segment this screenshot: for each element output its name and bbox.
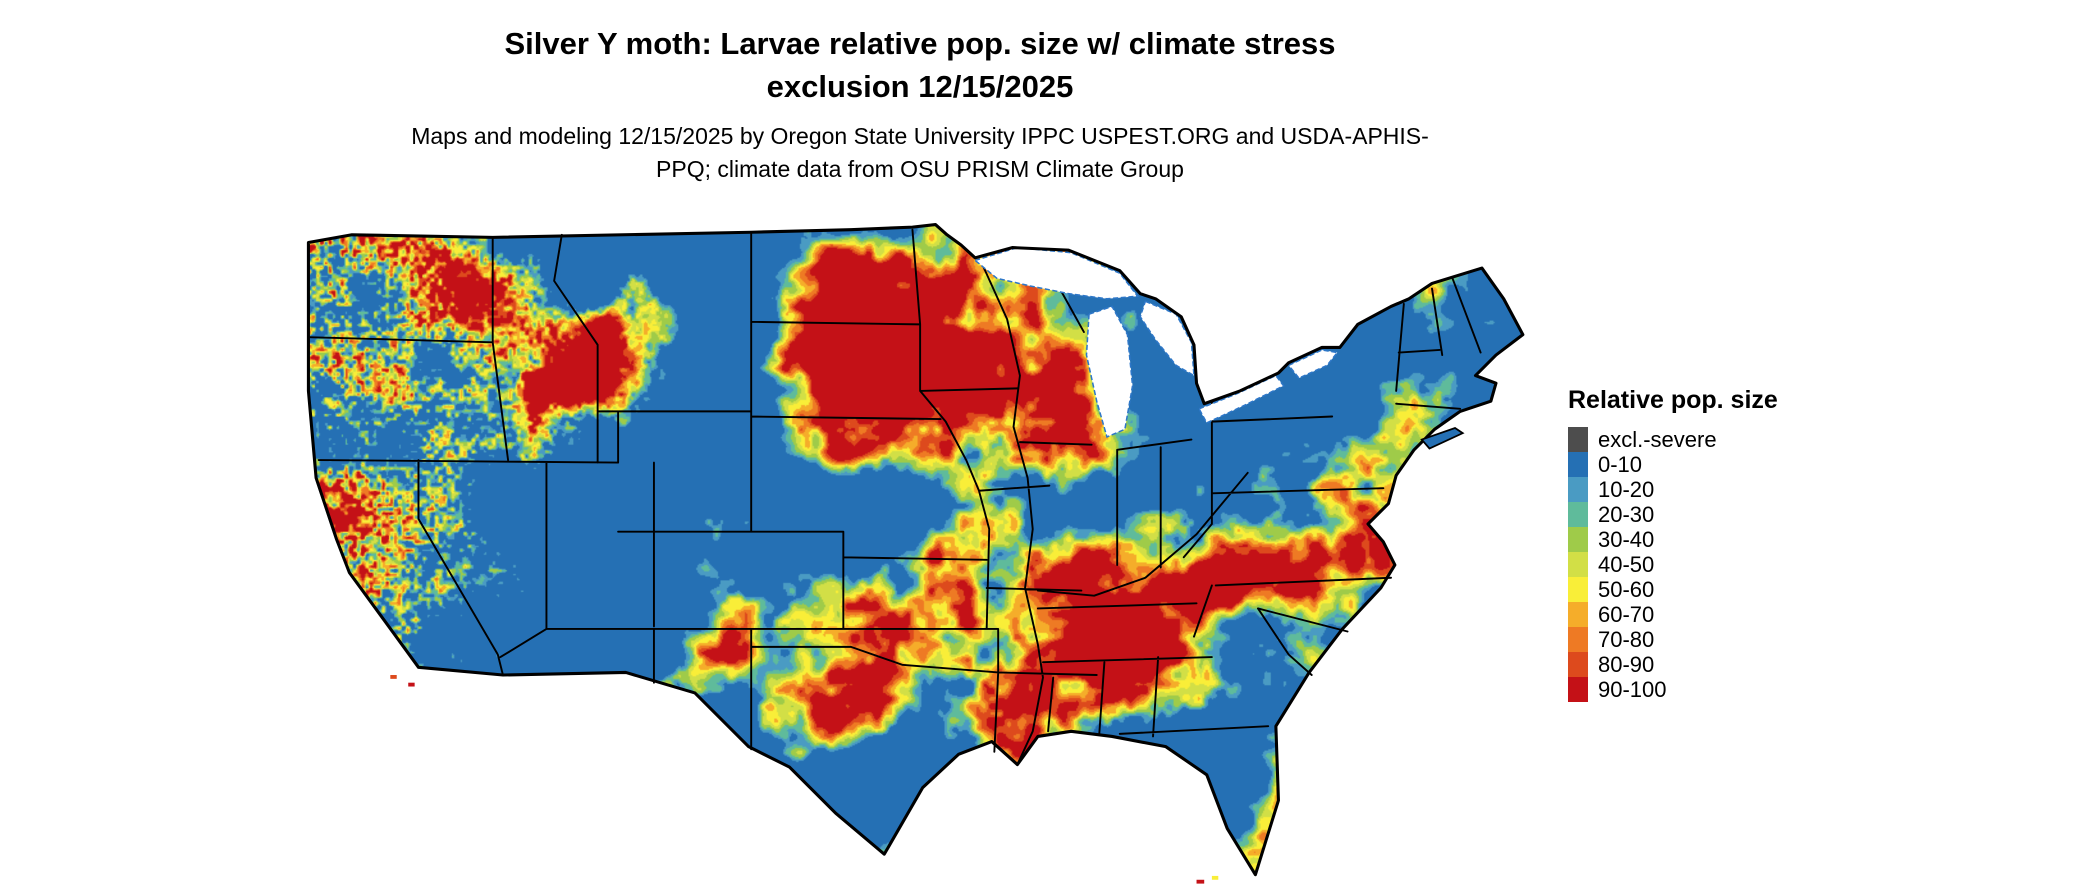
legend-item-label: 10-20: [1598, 477, 1655, 502]
legend-item: 30-40: [1568, 527, 1778, 552]
lake: [1139, 300, 1195, 377]
legend-item-label: 20-30: [1598, 502, 1655, 527]
legend-item: excl.-severe: [1568, 427, 1778, 452]
us-population-map: [300, 222, 1530, 890]
legend-item: 90-100: [1568, 677, 1778, 702]
legend-swatch: [1568, 452, 1588, 477]
legend-title: Relative pop. size: [1568, 386, 1778, 414]
legend-swatch: [1568, 502, 1588, 527]
legend-swatch: [1568, 477, 1588, 502]
lake: [1198, 374, 1285, 424]
legend-item-label: 70-80: [1598, 627, 1655, 652]
legend-item-label: excl.-severe: [1598, 427, 1717, 452]
legend-swatch: [1568, 602, 1588, 627]
legend-swatch: [1568, 527, 1588, 552]
legend-swatch: [1568, 577, 1588, 602]
legend-swatch: [1568, 627, 1588, 652]
map-canvas: [306, 223, 1525, 884]
legend-item: 60-70: [1568, 602, 1778, 627]
great-lakes: [973, 246, 1339, 439]
us-outline: [306, 223, 1525, 877]
legend-item-label: 0-10: [1598, 452, 1643, 477]
legend-item: 70-80: [1568, 627, 1778, 652]
lake: [1085, 305, 1134, 439]
legend-item-label: 50-60: [1598, 577, 1655, 602]
legend-item: 80-90: [1568, 652, 1778, 677]
islets: [390, 675, 1219, 884]
legend-item: 40-50: [1568, 552, 1778, 577]
legend-item-label: 80-90: [1598, 652, 1655, 677]
legend-swatch: [1568, 427, 1588, 452]
legend-item: 10-20: [1568, 477, 1778, 502]
legend-item-label: 60-70: [1598, 602, 1655, 627]
legend-item-label: 40-50: [1598, 552, 1655, 577]
legend-items: excl.-severe 0-10 10-20 20-30 30-40 40-50 50-6…: [1568, 427, 1778, 702]
legend-item: 0-10: [1568, 452, 1778, 477]
long-island: [1420, 427, 1465, 450]
legend-swatch: [1568, 677, 1588, 702]
state-borders: [307, 228, 1482, 766]
legend-item: 50-60: [1568, 577, 1778, 602]
page-title: Silver Y moth: Larvae relative pop. size…: [504, 26, 1336, 105]
legend-swatch: [1568, 652, 1588, 677]
legend-item-label: 30-40: [1598, 527, 1655, 552]
page-subtitle: Maps and modeling 12/15/2025 by Oregon S…: [411, 123, 1429, 183]
legend: Relative pop. size excl.-severe 0-10 10-20…: [1568, 386, 1778, 702]
legend-item: 20-30: [1568, 502, 1778, 527]
legend-item-label: 90-100: [1598, 677, 1667, 702]
population-raster: [308, 224, 1523, 875]
legend-swatch: [1568, 552, 1588, 577]
lake: [1287, 349, 1339, 380]
